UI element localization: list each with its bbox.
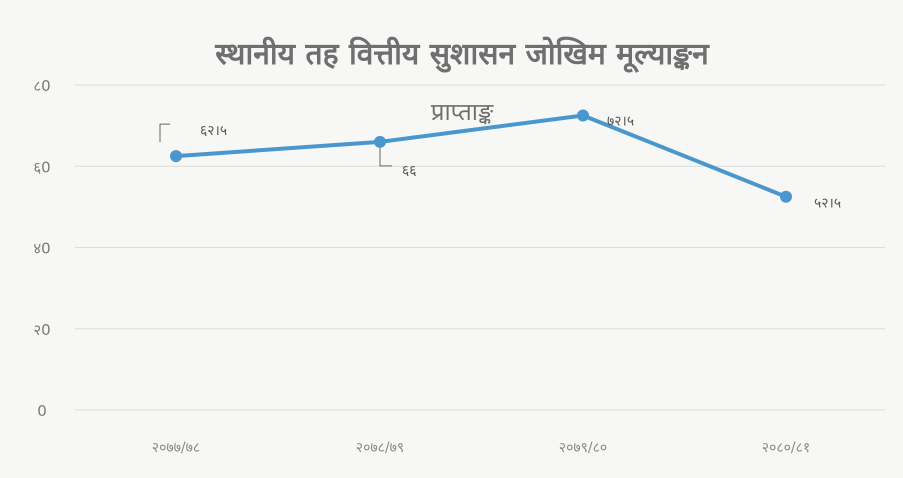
data-label: ६२।५ [200,123,227,139]
data-point [170,150,182,163]
label-leader-line [379,147,392,167]
y-tick-label: २0 [33,321,50,339]
data-label: ५२।५ [814,196,841,212]
data-point [374,135,386,148]
data-labels: ६२।५ ६६ ७२।५ ५२।५ [159,113,841,212]
x-tick-label: २०७९/८० [559,440,607,456]
y-tick-label: ४0 [33,240,50,258]
data-label: ७२।५ [607,113,634,129]
y-axis-ticks: 0 २0 ४0 ६0 ८0 [33,77,50,420]
x-tick-label: २०७८/७९ [356,440,404,456]
x-tick-label: २०७७/७८ [152,440,200,456]
data-label: ६६ [402,163,417,179]
series-line [174,113,788,199]
y-tick-label: 0 [37,402,47,420]
label-leader-line [159,123,170,143]
chart-subtitle: प्राप्ताङ्क [431,98,494,126]
gridlines [75,84,885,411]
y-tick-label: ६0 [33,158,50,176]
x-tick-label: २०८०/८१ [762,440,810,456]
series-layer [170,109,792,203]
x-axis-ticks: २०७७/७८ २०७८/७९ २०७९/८० २०८०/८१ [152,440,810,456]
chart-title: स्थानीय तह वित्तीय सुशासन जोखिम मूल्याङ्… [214,36,710,73]
data-point [577,109,589,122]
y-tick-label: ८0 [33,77,50,95]
data-point [780,190,792,203]
